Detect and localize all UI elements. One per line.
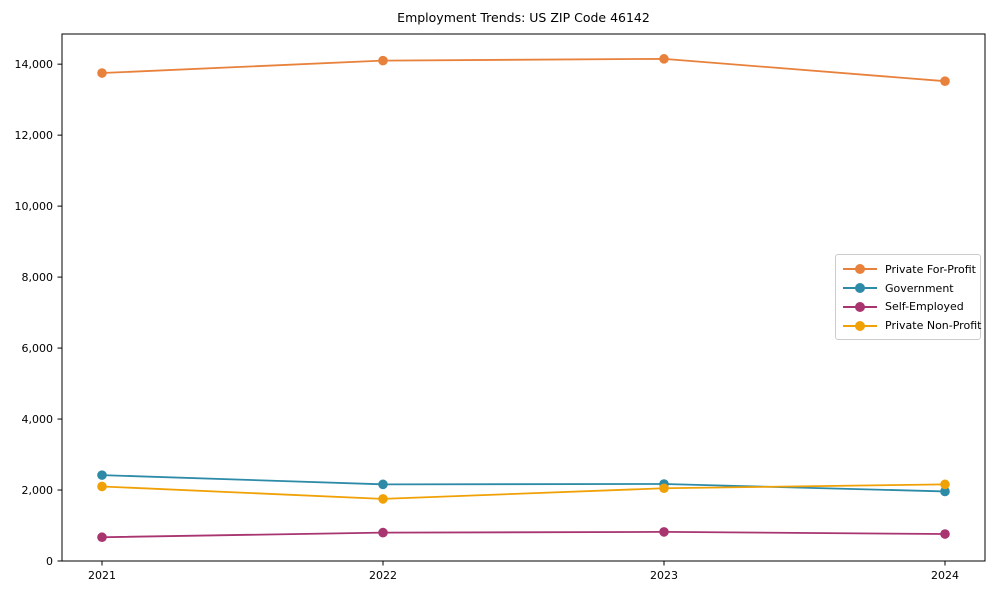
- series-line-2: [101, 530, 946, 539]
- data-point: [940, 479, 950, 490]
- legend-label: Self-Employed: [885, 300, 964, 314]
- data-point: [97, 481, 107, 492]
- data-point: [659, 54, 669, 64]
- data-point: [378, 527, 388, 538]
- axis-box: [61, 33, 986, 562]
- legend-label: Private Non-Profit: [885, 319, 982, 333]
- legend-item-private-for-profit: Private For-Profit: [843, 260, 976, 279]
- data-point: [97, 68, 107, 78]
- series-line-1: [101, 474, 946, 493]
- x-tick-label: 2022: [369, 569, 397, 582]
- y-tick-label: 10,000: [15, 200, 54, 213]
- data-point: [940, 486, 950, 497]
- legend-label: Private For-Profit: [885, 262, 976, 276]
- data-point: [659, 527, 669, 537]
- legend-item-government: Government: [843, 279, 973, 298]
- y-tick-label: 8,000: [22, 271, 54, 284]
- data-point: [378, 55, 388, 66]
- chart-title: Employment Trends: US ZIP Code 46142: [397, 10, 650, 25]
- legend-marker-icon: [843, 301, 877, 312]
- y-tick-label: 2,000: [22, 484, 54, 497]
- y-tick-label: 4,000: [22, 413, 54, 426]
- legend-label: Government: [885, 281, 954, 295]
- data-point: [378, 494, 388, 504]
- legend-marker-icon: [843, 320, 877, 331]
- data-point: [97, 470, 107, 480]
- y-tick-label: 0: [46, 555, 53, 568]
- x-tick-label: 2023: [650, 569, 678, 582]
- x-tick-label: 2021: [88, 569, 116, 582]
- x-tick-label: 2024: [931, 569, 959, 582]
- y-tick-label: 14,000: [15, 58, 54, 71]
- data-point: [97, 532, 107, 543]
- chart-legend: Private For-Profit Government Self-Emplo…: [835, 254, 981, 340]
- legend-marker-icon: [843, 283, 877, 294]
- data-point: [940, 529, 950, 539]
- data-point: [940, 76, 950, 86]
- legend-item-private-non-profit: Private Non-Profit: [843, 316, 981, 335]
- y-tick-label: 6,000: [22, 342, 54, 355]
- data-point: [378, 479, 388, 490]
- y-tick-label: 12,000: [15, 129, 54, 142]
- legend-marker-icon: [843, 264, 877, 275]
- series-line-3: [101, 483, 946, 500]
- legend-item-self-employed: Self-Employed: [843, 298, 973, 317]
- data-point: [659, 483, 669, 494]
- series-line-0: [101, 57, 946, 83]
